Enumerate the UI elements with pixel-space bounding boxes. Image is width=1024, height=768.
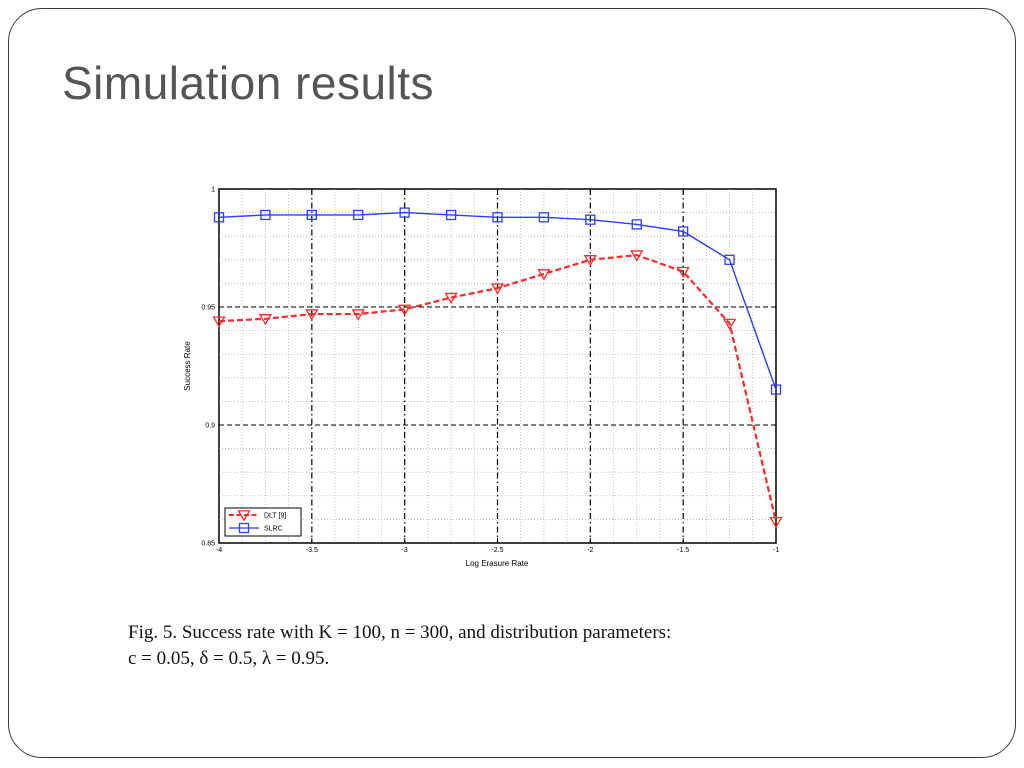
data-point-slrc — [492, 212, 503, 223]
y-tick-label: 1 — [211, 187, 215, 194]
data-point-slrc — [445, 209, 457, 221]
x-axis-label: Log Erasure Rate — [466, 559, 529, 568]
series-line-dlt-9 — [218, 253, 778, 523]
minor-gridlines — [219, 189, 776, 543]
caption-line-2: c = 0.05, δ = 0.5, λ = 0.95. — [128, 648, 330, 669]
data-point-slrc — [399, 207, 410, 218]
data-point-slrc — [538, 212, 550, 223]
series-slrc — [213, 207, 782, 395]
series-dlt-9 — [212, 250, 783, 529]
x-tick-label: -2 — [587, 547, 593, 554]
data-point-slrc — [678, 226, 689, 237]
x-tick-label: -3.5 — [306, 547, 318, 554]
data-point-slrc — [631, 219, 642, 230]
major-gridlines — [219, 189, 776, 543]
legend-marker-dlt-9 — [237, 510, 251, 522]
figure-caption: Fig. 5. Success rate with K = 100, n = 3… — [128, 620, 848, 672]
data-point-slrc — [770, 384, 782, 395]
y-tick-label: 0.9 — [205, 423, 215, 430]
y-axis-label: Success Rate — [183, 341, 192, 391]
tick-labels: -4 -3.5 -3 -2.5 -2 -1.5 -1 0.85 0.9 0.95 1 — [201, 187, 779, 555]
x-tick-label: -2.5 — [491, 547, 503, 554]
legend: DLT [9] SLRC — [224, 507, 302, 537]
legend-label-dlt-9: DLT [9] — [264, 513, 286, 520]
caption-line-1: Fig. 5. Success rate with K = 100, n = 3… — [128, 622, 672, 643]
data-point-dlt-9 — [444, 292, 458, 305]
x-tick-label: -1.5 — [677, 547, 689, 554]
x-tick-label: -4 — [216, 547, 222, 554]
data-point-dlt-9 — [212, 316, 226, 328]
data-point-dlt-9 — [583, 255, 597, 267]
series-line-slrc — [218, 211, 777, 390]
legend-label-slrc: SLRC — [264, 526, 283, 533]
data-point-slrc — [213, 212, 225, 223]
data-point-dlt-9 — [630, 250, 644, 262]
data-point-slrc — [724, 254, 735, 265]
data-point-slrc — [353, 209, 364, 221]
data-point-slrc — [585, 214, 596, 225]
data-point-slrc — [306, 209, 317, 221]
x-tick-label: -1 — [773, 547, 779, 554]
legend-marker-slrc — [238, 522, 250, 534]
data-point-dlt-9 — [676, 266, 690, 279]
series-layer — [212, 207, 783, 529]
axis-ticks — [218, 188, 777, 544]
data-point-dlt-9 — [769, 516, 783, 529]
data-point-dlt-9 — [258, 314, 273, 326]
data-point-dlt-9 — [722, 318, 737, 331]
data-point-dlt-9 — [398, 304, 412, 316]
data-point-dlt-9 — [305, 309, 319, 321]
data-point-dlt-9 — [351, 309, 365, 321]
y-tick-label: 0.85 — [201, 541, 215, 548]
data-point-slrc — [260, 209, 271, 221]
x-tick-label: -3 — [402, 547, 408, 554]
y-tick-label: 0.95 — [201, 305, 215, 312]
data-point-dlt-9 — [537, 269, 551, 281]
data-point-dlt-9 — [490, 283, 505, 295]
slide-title: Simulation results — [62, 57, 435, 109]
legend-box — [224, 507, 302, 537]
